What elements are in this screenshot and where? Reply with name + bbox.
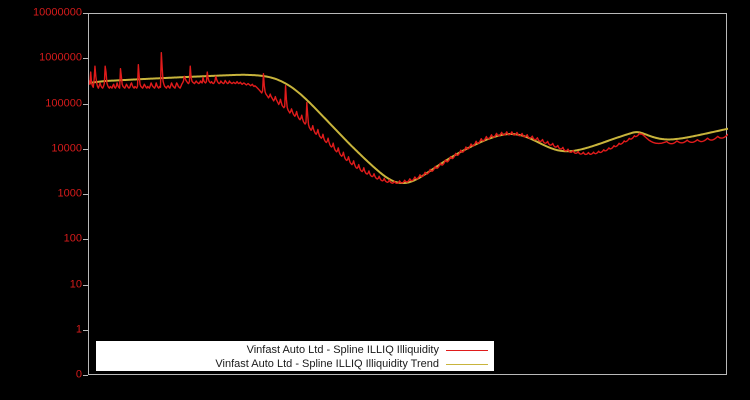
y-axis-tick-mark	[83, 13, 88, 14]
legend-label-trend: Vinfast Auto Ltd - Spline ILLIQ Illiquid…	[215, 357, 439, 370]
series-line-trend	[89, 73, 728, 185]
chart-legend: Vinfast Auto Ltd - Spline ILLIQ Illiquid…	[95, 340, 495, 372]
y-axis-tick-mark	[83, 148, 88, 150]
series-container	[89, 51, 728, 185]
y-axis-tick-label: 100000	[45, 97, 82, 109]
y-axis-tick-mark	[83, 375, 88, 376]
legend-entry-trend: Vinfast Auto Ltd - Spline ILLIQ Illiquid…	[96, 357, 488, 371]
legend-swatch-illiquidity	[446, 349, 488, 351]
y-axis-tick-label: 1	[75, 323, 82, 336]
y-axis-tick-label: 10000000	[33, 6, 82, 19]
y-axis-tick-label: 10000	[51, 142, 82, 155]
y-axis-tick-label: 0	[75, 368, 82, 381]
y-axis-tick-label: 1000000	[39, 51, 82, 64]
y-axis-tick-mark	[83, 103, 88, 105]
y-axis-tick-label: 10	[69, 278, 82, 290]
plot-area	[88, 13, 728, 375]
y-axis-tick-mark	[83, 58, 88, 60]
series-line-illiquidity	[89, 51, 728, 185]
legend-label-illiquidity: Vinfast Auto Ltd - Spline ILLIQ Illiquid…	[246, 343, 439, 356]
y-axis-tick-mark	[83, 239, 88, 241]
y-axis-tick-label: 100	[63, 232, 82, 245]
y-axis-tick-mark	[83, 284, 88, 286]
legend-swatch-trend	[446, 363, 488, 365]
legend-entry-illiquidity: Vinfast Auto Ltd - Spline ILLIQ Illiquid…	[96, 343, 488, 357]
y-axis-tick-label: 1000	[57, 187, 82, 200]
y-axis-tick-mark	[83, 194, 88, 195]
y-axis-tick-mark	[83, 329, 88, 331]
